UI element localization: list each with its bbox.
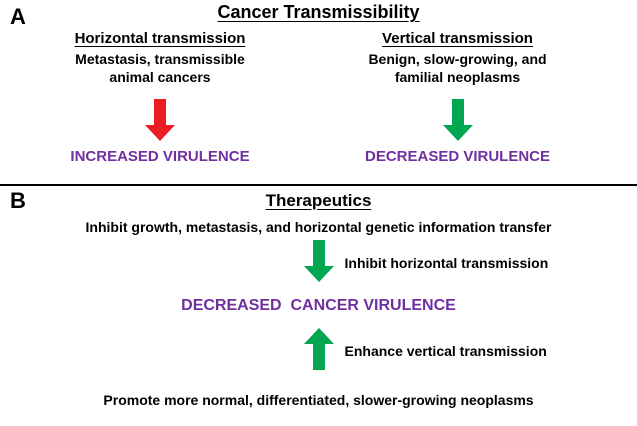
enhance-vertical-row: Enhance vertical transmission xyxy=(0,328,637,374)
horizontal-transmission-section: Horizontal transmission Metastasis, tran… xyxy=(30,30,290,165)
vertical-transmission-section: Vertical transmission Benign, slow-growi… xyxy=(325,30,590,165)
arrow-shaft xyxy=(154,99,166,126)
vertical-transmission-description: Benign, slow-growing, and familial neopl… xyxy=(368,51,547,86)
arrow-shaft xyxy=(312,344,325,370)
green-down-arrow-icon xyxy=(303,240,334,282)
green-down-arrow-icon xyxy=(442,99,473,142)
horizontal-transmission-description: Metastasis, transmissible animal cancers xyxy=(75,51,245,86)
increased-virulence-label: INCREASED VIRULENCE xyxy=(70,148,250,166)
arrow-head xyxy=(303,328,334,344)
panel-a-title: Cancer Transmissibility xyxy=(217,2,420,22)
enhance-vertical-transmission-label: Enhance vertical transmission xyxy=(344,343,547,359)
inhibit-horizontal-transmission-label: Inhibit horizontal transmission xyxy=(344,255,549,271)
arrow-shaft xyxy=(312,240,325,266)
panel-a-label: A xyxy=(10,4,26,29)
inhibit-growth-statement: Inhibit growth, metastasis, and horizont… xyxy=(85,219,552,235)
arrow-head xyxy=(303,266,334,282)
green-up-arrow-icon xyxy=(303,328,334,370)
panel-b-title: Therapeutics xyxy=(265,191,372,210)
horizontal-transmission-heading: Horizontal transmission xyxy=(74,30,246,47)
decreased-virulence-label: DECREASED VIRULENCE xyxy=(364,148,551,166)
decreased-cancer-virulence-label: DECREASED CANCER VIRULENCE xyxy=(181,297,456,314)
panel-b-label: B xyxy=(10,188,26,213)
arrow-shaft xyxy=(451,99,464,126)
inhibit-horizontal-row: Inhibit horizontal transmission xyxy=(0,240,637,286)
arrow-head xyxy=(145,125,175,142)
arrow-head xyxy=(442,125,473,142)
promote-normal-statement: Promote more normal, differentiated, slo… xyxy=(103,392,534,408)
panel-divider-line xyxy=(0,184,637,186)
red-down-arrow-icon xyxy=(145,99,175,142)
vertical-transmission-heading: Vertical transmission xyxy=(382,30,533,47)
